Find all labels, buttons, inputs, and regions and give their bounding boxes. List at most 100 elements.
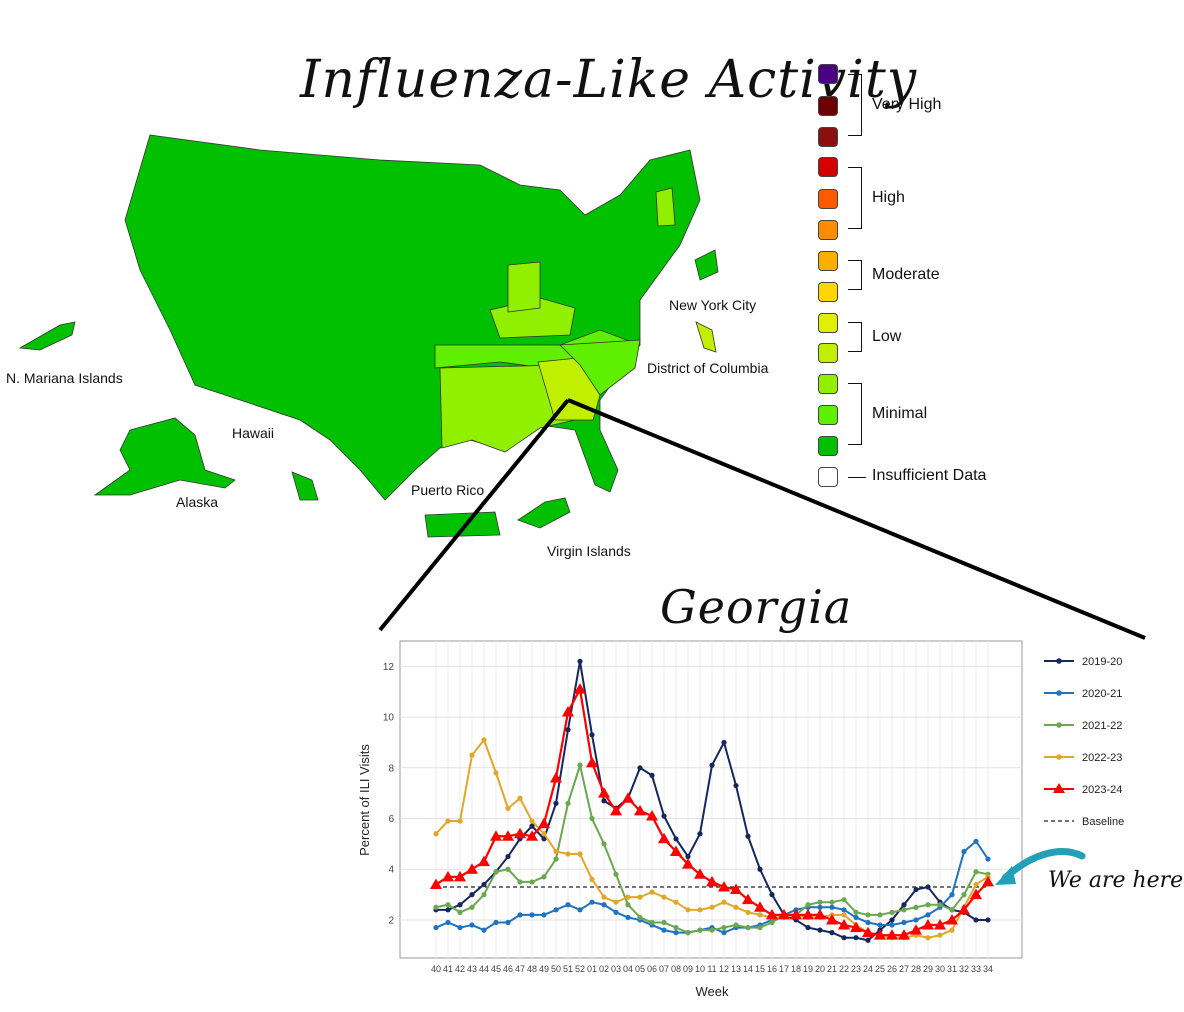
chart-title: Georgia	[660, 580, 853, 634]
data-point	[469, 922, 475, 928]
legend-bracket-moderate	[848, 260, 862, 290]
legend-label-low: Low	[872, 328, 902, 345]
data-point	[922, 919, 934, 930]
data-point	[805, 902, 811, 908]
x-tick-label: 51	[563, 964, 573, 974]
data-point	[901, 907, 907, 913]
data-point	[538, 817, 550, 829]
data-point	[562, 706, 574, 717]
we-are-here-arrowhead	[995, 866, 1016, 885]
y-tick-label: 10	[383, 713, 395, 724]
legend-swatch	[818, 374, 838, 394]
data-point	[553, 856, 559, 862]
data-point	[778, 908, 790, 920]
legend-marker	[1056, 658, 1062, 664]
x-tick-label: 09	[683, 964, 693, 974]
series-2023-24	[430, 683, 994, 940]
data-point	[622, 792, 634, 803]
x-tick-label: 43	[467, 964, 477, 974]
data-point	[709, 762, 715, 768]
y-tick-label: 2	[388, 915, 394, 926]
data-point	[649, 919, 655, 926]
data-point	[754, 901, 766, 912]
legend-marker	[1056, 722, 1062, 728]
data-point	[430, 878, 442, 889]
data-point	[697, 927, 703, 933]
data-point	[625, 914, 631, 921]
x-tick-label: 14	[743, 964, 753, 974]
data-point	[802, 908, 814, 920]
data-point	[913, 917, 919, 923]
data-point	[925, 902, 931, 908]
data-point	[973, 917, 979, 923]
data-point	[982, 875, 994, 887]
x-tick-label: 12	[719, 964, 729, 974]
x-tick-label: 25	[875, 964, 885, 974]
data-point	[577, 658, 583, 664]
data-point	[481, 737, 487, 743]
legend-swatch	[818, 96, 838, 116]
data-point	[577, 851, 583, 857]
x-tick-label: 04	[623, 964, 633, 974]
data-point	[853, 935, 859, 941]
data-point	[865, 937, 871, 943]
data-point	[829, 904, 835, 910]
data-point	[550, 771, 562, 783]
label-district-of-columbia: District of Columbia	[647, 360, 769, 376]
map-hawaii	[291, 471, 319, 501]
data-point	[838, 919, 850, 930]
data-point	[889, 917, 895, 923]
data-point	[718, 880, 730, 892]
data-point	[445, 902, 451, 908]
label-n-mariana-islands: N. Mariana Islands	[6, 370, 123, 386]
legend-marker	[1056, 754, 1062, 760]
data-point	[529, 823, 535, 829]
x-tick-label: 08	[671, 964, 681, 974]
data-point	[613, 871, 619, 877]
data-point	[589, 815, 595, 822]
data-point	[661, 919, 667, 926]
data-point	[841, 897, 847, 903]
legend-bracket-low	[848, 322, 862, 352]
data-point	[910, 924, 922, 935]
data-point	[766, 908, 778, 920]
data-point	[721, 899, 727, 905]
x-tick-label: 07	[659, 964, 669, 974]
data-point	[574, 683, 586, 694]
x-tick-label: 47	[515, 964, 525, 974]
data-point	[649, 889, 655, 895]
data-point	[637, 765, 643, 771]
data-point	[637, 914, 643, 921]
x-tick-label: 17	[779, 964, 789, 974]
data-point	[433, 904, 439, 910]
data-point	[934, 919, 946, 930]
data-point	[685, 930, 691, 936]
x-tick-label: 01	[587, 964, 597, 974]
data-point	[601, 841, 607, 847]
data-point	[694, 868, 706, 879]
data-point	[889, 909, 895, 915]
data-point	[985, 856, 991, 862]
x-tick-label: 33	[971, 964, 981, 974]
x-tick-label: 23	[851, 964, 861, 974]
data-point	[925, 884, 931, 890]
data-point	[670, 845, 682, 856]
x-tick-label: 18	[791, 964, 801, 974]
data-point	[898, 929, 910, 940]
data-point	[814, 908, 826, 920]
data-point	[517, 795, 523, 801]
data-point	[829, 930, 835, 936]
legend-label-very-high: Very High	[872, 96, 942, 113]
legend-swatch	[818, 313, 838, 333]
data-point	[586, 756, 598, 768]
data-point	[685, 907, 691, 913]
data-point	[466, 863, 478, 874]
x-tick-label: 03	[611, 964, 621, 974]
x-tick-label: 50	[551, 964, 561, 974]
data-point	[505, 853, 511, 860]
data-point	[901, 919, 907, 926]
plot-area	[399, 640, 1023, 959]
data-point	[610, 804, 622, 816]
x-tick-label: 06	[647, 964, 657, 974]
x-tick-label: 19	[803, 964, 813, 974]
